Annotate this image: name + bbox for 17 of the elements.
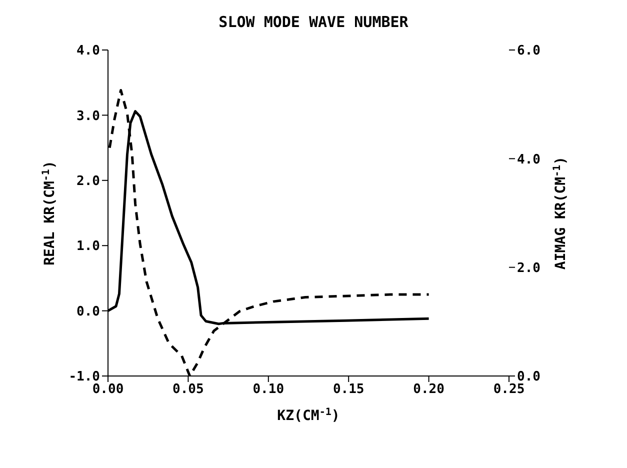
y-tick-label: 2.0 [76, 174, 100, 190]
x-tick-label: 0.15 [332, 382, 364, 398]
y-tick-label: 4.0 [76, 44, 100, 59]
y-tick-label: 0.0 [76, 304, 100, 320]
x-tick-label: 0.10 [252, 382, 284, 398]
y-tick-label: 1.0 [76, 239, 100, 254]
x-tick-label: 0.00 [92, 382, 124, 398]
y2-tick-label: 2.0 [517, 260, 541, 276]
x-tick-label: 0.05 [172, 382, 204, 398]
x-axis-title: KZ(CM$^{-1}$) [277, 406, 340, 424]
chart-title: SLOW MODE WAVE NUMBER [218, 12, 410, 33]
y2-tick-label: 0.0 [517, 370, 541, 385]
x-tick-label: 0.25 [493, 382, 525, 398]
y2-tick-label: 6.0 [517, 44, 541, 59]
y-tick-label: 3.0 [76, 108, 100, 124]
y2-tick-label: 4.0 [517, 152, 541, 168]
x-tick-label: 0.20 [413, 382, 445, 398]
